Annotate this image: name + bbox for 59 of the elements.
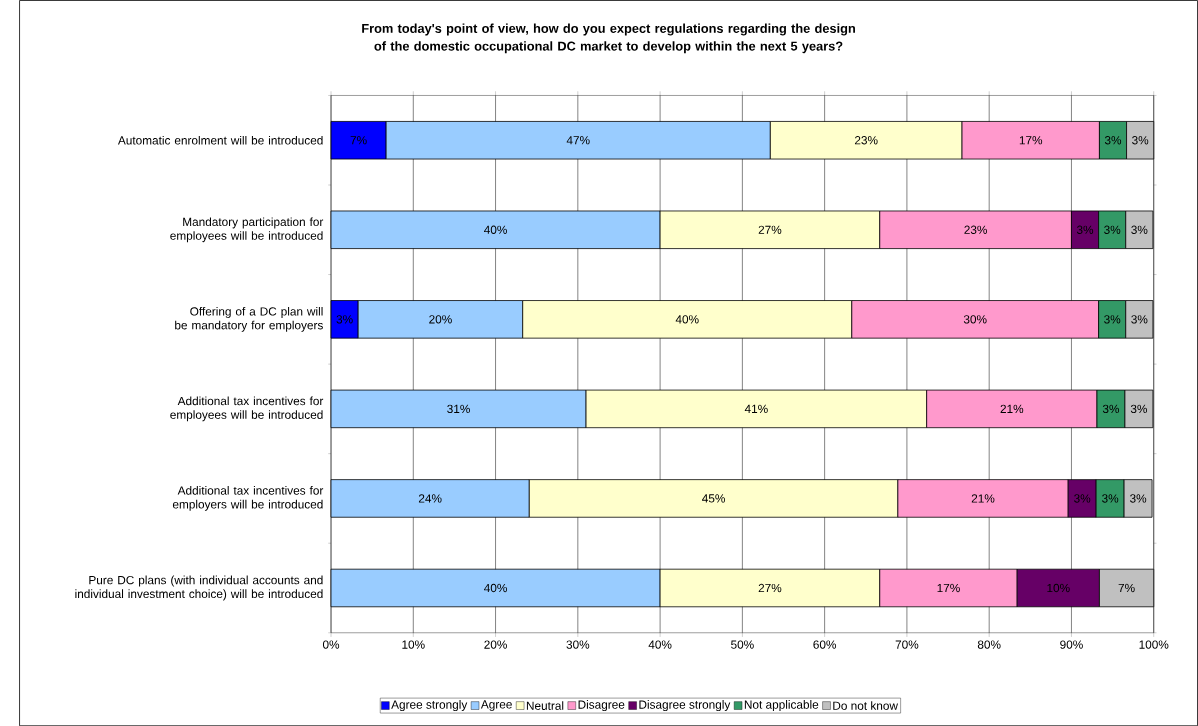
data-label: 30% xyxy=(963,315,987,324)
data-label: 20% xyxy=(429,315,452,324)
data-label: 41% xyxy=(744,404,768,413)
data-label: 31% xyxy=(447,404,470,413)
data-label: 40% xyxy=(675,315,699,324)
data-label: 3% xyxy=(1104,225,1121,234)
data-label: 40% xyxy=(484,225,507,234)
data-label: 3% xyxy=(1131,315,1148,324)
data-label: 23% xyxy=(964,225,988,234)
y-tick-label: Additional tax incentives for employers will be introduced xyxy=(172,485,324,511)
data-label: 47% xyxy=(566,135,590,145)
x-tick-label: 80% xyxy=(977,640,1001,649)
y-tick-label: Offering of a DC plan will be mandatory for employers xyxy=(175,306,323,332)
data-label: 21% xyxy=(971,494,995,503)
x-tick-label: 40% xyxy=(648,640,672,649)
data-label: 23% xyxy=(854,135,878,145)
legend-label: Do not know xyxy=(833,701,898,710)
data-label: 21% xyxy=(1000,404,1024,413)
data-label: 10% xyxy=(1047,583,1070,593)
data-label: 27% xyxy=(758,225,782,234)
data-label: 3% xyxy=(1074,494,1091,503)
data-label: 27% xyxy=(758,583,782,593)
y-tick-label: Mandatory participation for employees will be introduced xyxy=(170,217,324,243)
data-label: 3% xyxy=(1104,135,1122,145)
data-label: 3% xyxy=(1130,404,1148,413)
x-tick-label: 70% xyxy=(895,640,919,649)
data-label: 7% xyxy=(350,135,367,145)
x-tick-label: 100% xyxy=(1139,640,1169,649)
x-tick-label: 10% xyxy=(402,640,425,649)
data-label: 3% xyxy=(1130,494,1147,503)
y-tick-label: Automatic enrolment will be introduced xyxy=(117,135,323,145)
data-label: 7% xyxy=(1118,583,1135,593)
x-tick-label: 50% xyxy=(731,640,754,649)
y-tick-label: Additional tax incentives for employees will be introduced xyxy=(170,396,324,422)
data-label: 3% xyxy=(336,315,353,324)
data-label: 3% xyxy=(1076,225,1094,234)
data-label: 40% xyxy=(484,583,507,593)
y-tick-label: Pure DC plans (with individual accounts and individual investment choice) will be introduced xyxy=(75,575,323,601)
legend-label: Agree strongly xyxy=(391,699,468,711)
data-label: 17% xyxy=(1019,135,1043,145)
data-label: 45% xyxy=(702,494,725,503)
data-label: 3% xyxy=(1132,135,1149,145)
x-tick-label: 0% xyxy=(322,640,340,649)
legend-label: Disagree xyxy=(578,699,625,711)
data-label: 3% xyxy=(1102,404,1120,413)
data-label: 3% xyxy=(1104,315,1121,324)
x-tick-label: 30% xyxy=(566,640,590,649)
data-label: 3% xyxy=(1131,225,1148,234)
legend-label: Disagree strongly xyxy=(639,699,731,711)
x-tick-label: 20% xyxy=(484,640,507,649)
chart-title: From today's point of view, how do you expect regulations regarding the design of the domestic occupational DC market to develop within the next 5 years? xyxy=(362,23,855,54)
legend-label: Agree xyxy=(480,700,512,711)
x-tick-label: 90% xyxy=(1060,640,1083,649)
legend-label: Neutral xyxy=(526,701,564,710)
data-label: 24% xyxy=(418,494,442,503)
data-label: 17% xyxy=(937,583,960,593)
data-label: 3% xyxy=(1102,494,1119,503)
legend-label: Not applicable xyxy=(744,699,819,711)
x-tick-label: 60% xyxy=(813,640,837,649)
